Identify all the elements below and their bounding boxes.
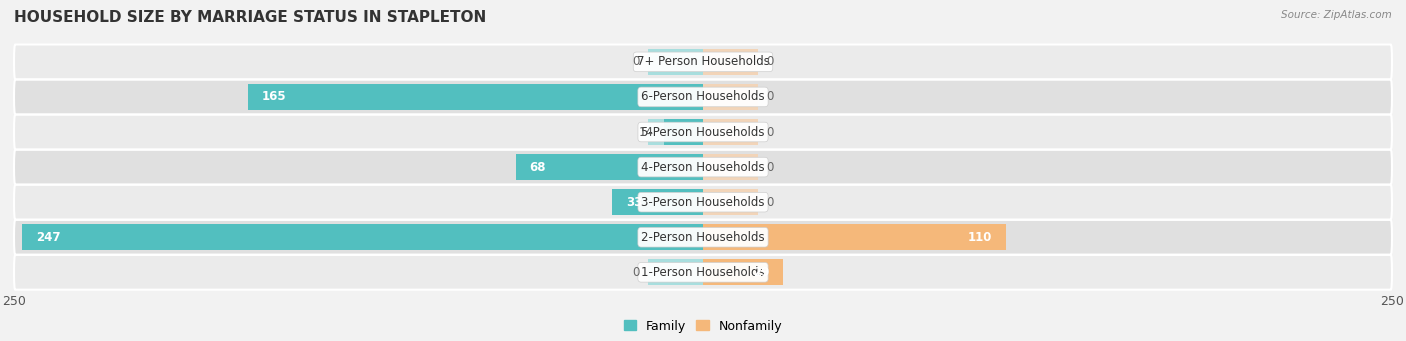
Text: 2-Person Households: 2-Person Households [641,231,765,244]
Text: HOUSEHOLD SIZE BY MARRIAGE STATUS IN STAPLETON: HOUSEHOLD SIZE BY MARRIAGE STATUS IN STA… [14,10,486,25]
Text: 7+ Person Households: 7+ Person Households [637,55,769,68]
Text: 0: 0 [766,125,773,138]
Text: 29: 29 [752,266,769,279]
Bar [648,49,703,75]
Text: 33: 33 [626,196,643,209]
FancyBboxPatch shape [14,45,1392,79]
Text: 0: 0 [633,266,640,279]
Bar [703,84,758,110]
Bar [703,224,758,250]
Bar [648,189,703,215]
Text: 0: 0 [766,55,773,68]
Bar [703,49,758,75]
FancyBboxPatch shape [14,79,1392,114]
Text: 3-Person Households: 3-Person Households [641,196,765,209]
Bar [648,84,703,110]
Bar [612,189,703,215]
Bar [703,119,758,145]
Bar [648,154,703,180]
Bar [703,260,758,285]
Text: 165: 165 [262,90,287,103]
Text: 5-Person Households: 5-Person Households [641,125,765,138]
Bar [665,119,703,145]
Legend: Family, Nonfamily: Family, Nonfamily [619,315,787,338]
Text: 1-Person Households: 1-Person Households [641,266,765,279]
Bar [249,84,703,110]
Text: 110: 110 [967,231,993,244]
FancyBboxPatch shape [14,115,1392,149]
Text: 4-Person Households: 4-Person Households [641,161,765,174]
Bar [648,260,703,285]
Bar [648,119,703,145]
Bar [703,189,758,215]
FancyBboxPatch shape [14,255,1392,290]
Bar [703,224,1007,250]
Text: 0: 0 [766,196,773,209]
FancyBboxPatch shape [14,185,1392,220]
Text: 68: 68 [530,161,546,174]
Text: Source: ZipAtlas.com: Source: ZipAtlas.com [1281,10,1392,20]
Bar [22,224,703,250]
Text: 0: 0 [633,55,640,68]
Text: 247: 247 [37,231,60,244]
Bar [648,224,703,250]
Bar [516,154,703,180]
Bar [703,154,758,180]
FancyBboxPatch shape [14,220,1392,255]
Text: 0: 0 [766,90,773,103]
Text: 0: 0 [766,161,773,174]
Text: 14: 14 [638,125,654,138]
Bar [703,260,783,285]
FancyBboxPatch shape [14,150,1392,184]
Text: 6-Person Households: 6-Person Households [641,90,765,103]
